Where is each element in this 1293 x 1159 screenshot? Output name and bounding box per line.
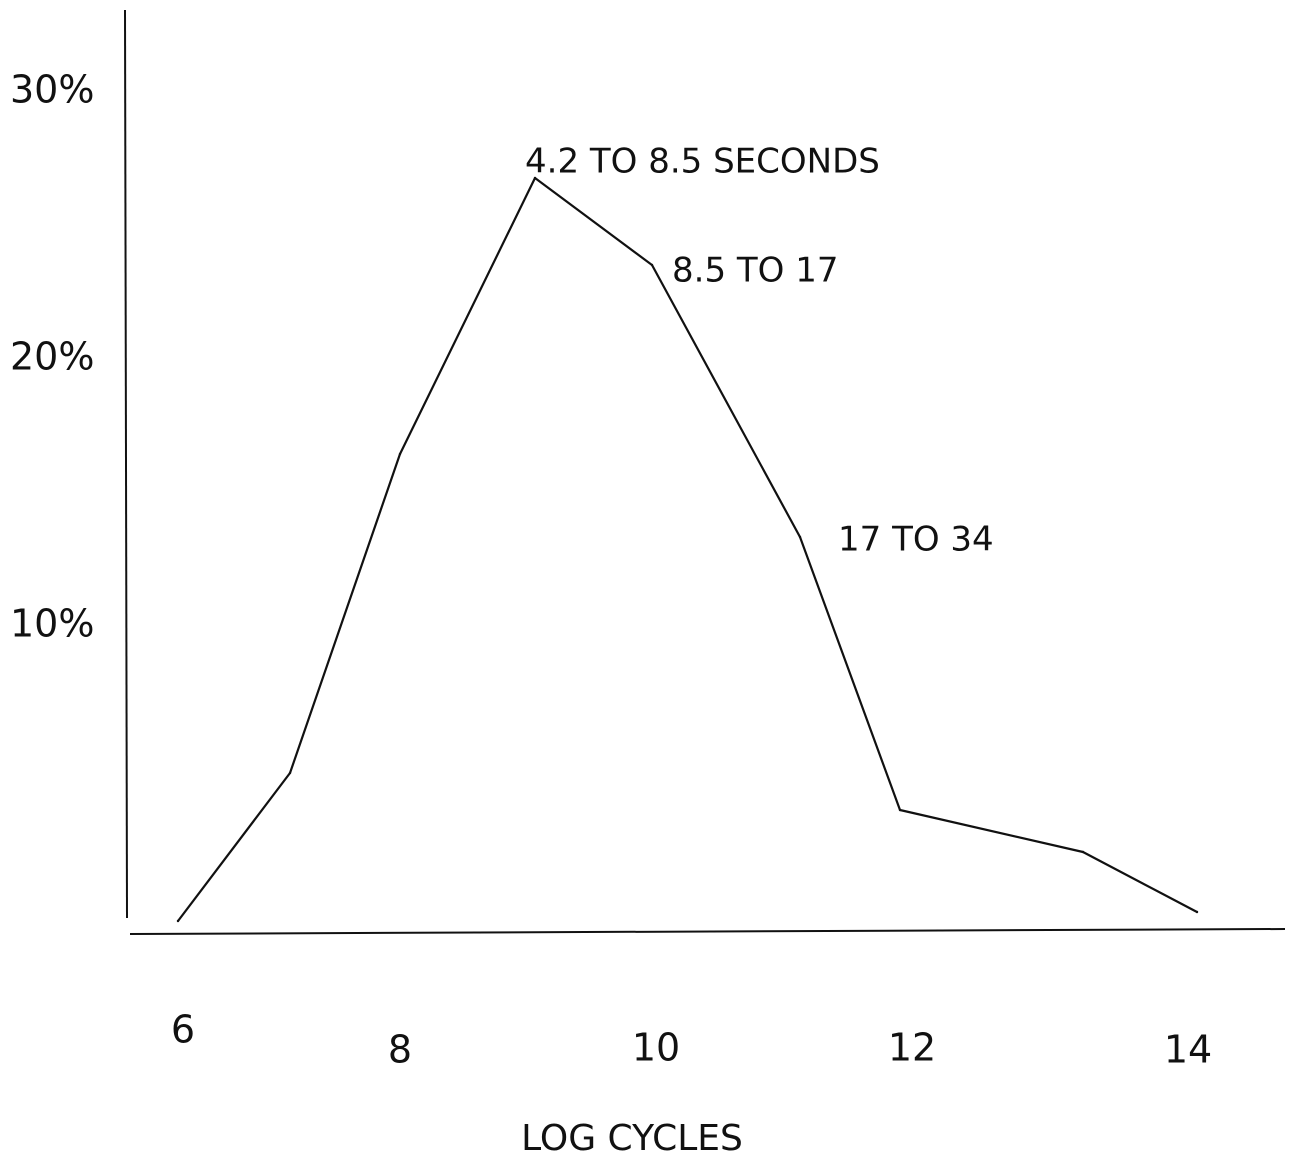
point-annotation: 17 TO 34 (838, 520, 994, 560)
x-tick-label: 10 (632, 1026, 680, 1070)
data-point (1195, 910, 1199, 914)
data-point (533, 176, 537, 180)
data-point (176, 919, 180, 923)
x-axis-title: LOG CYCLES (521, 1118, 743, 1159)
x-axis-line (129, 928, 1286, 935)
data-point (898, 808, 902, 812)
chart-marks (176, 176, 1199, 923)
data-point (650, 263, 654, 267)
chart-labels: 10% 20% 30% 6 8 10 12 14 4.2 TO 8.5 SECONDS 8.5 T… (10, 68, 1212, 1072)
y-axis-line (124, 9, 128, 919)
x-tick-label: 8 (388, 1028, 412, 1072)
x-tick-label: 14 (1164, 1028, 1212, 1072)
data-point (398, 452, 402, 456)
y-tick-label: 20% (10, 335, 94, 379)
y-tick-label: 30% (10, 68, 94, 112)
point-annotation: 4.2 TO 8.5 SECONDS (525, 142, 880, 182)
chart-axes (124, 9, 1286, 935)
data-point (798, 535, 802, 539)
x-tick-label: 12 (888, 1026, 936, 1070)
data-point (288, 771, 292, 775)
point-annotation: 8.5 TO 17 (672, 251, 838, 291)
y-tick-label: 10% (10, 602, 94, 646)
x-tick-label: 6 (171, 1008, 195, 1052)
data-point (1081, 850, 1085, 854)
